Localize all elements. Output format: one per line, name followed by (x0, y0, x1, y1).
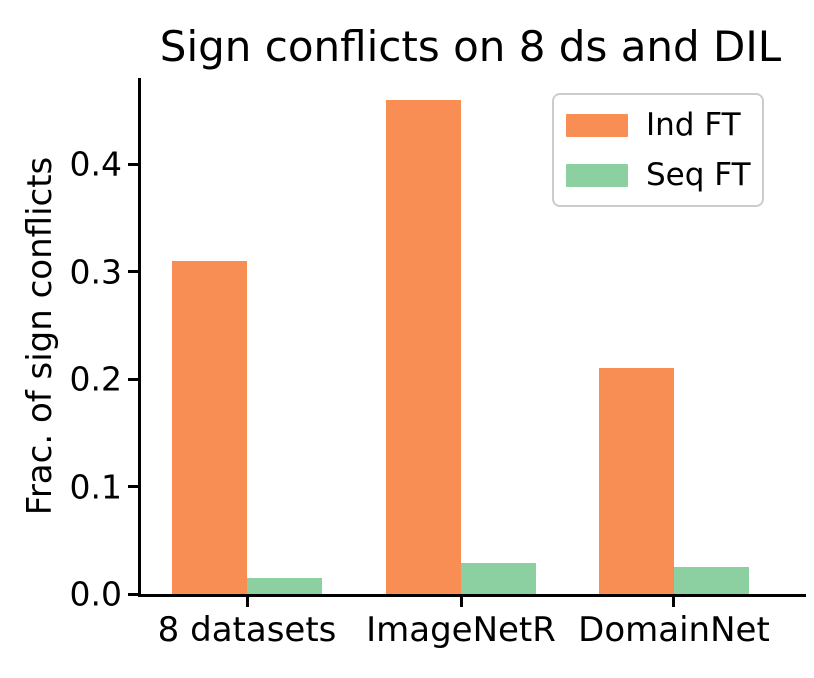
y-tick-label: 0.4 (69, 144, 122, 184)
legend-label-ind-ft: Ind FT (646, 107, 741, 143)
plot-area: 0.0 0.1 0.2 0.3 0.4 8 datasets ImageNetR Domain… (70, 78, 806, 650)
legend-entry-seq-ft: Seq FT (566, 157, 751, 193)
y-tick-mark (128, 485, 138, 488)
x-tick-label-0: 8 datasets (157, 610, 337, 650)
bar-ind-ft-1 (386, 99, 461, 594)
y-tick-label: 0.0 (69, 574, 122, 614)
bar-seq-ft-0 (247, 577, 323, 594)
y-tick-mark (128, 162, 138, 166)
y-axis-spine (138, 78, 141, 597)
y-tick-label: 0.2 (69, 359, 122, 399)
y-tick-mark (128, 377, 138, 381)
y-tick-mark (128, 270, 138, 273)
x-tick-label-2: DomainNet (578, 610, 770, 650)
x-tick-label-1: ImageNetR (366, 610, 556, 650)
chart-title: Sign conflicts on 8 ds and DIL (159, 22, 782, 71)
legend-swatch-ind-ft (566, 113, 628, 137)
y-axis-label: Frac. of sign conflicts (20, 156, 60, 516)
legend-label-seq-ft: Seq FT (646, 157, 751, 193)
y-tick-mark (128, 592, 138, 596)
y-tick-label: 0.3 (69, 252, 122, 291)
bar-ind-ft-2 (599, 368, 674, 594)
x-tick-mark (459, 597, 463, 607)
x-tick-mark (245, 597, 249, 607)
x-tick-mark (672, 597, 676, 607)
y-tick-label: 0.1 (69, 467, 122, 506)
legend: Ind FT Seq FT (552, 93, 764, 207)
bar-ind-ft-0 (172, 260, 248, 594)
bar-seq-ft-2 (673, 567, 749, 594)
legend-entry-ind-ft: Ind FT (566, 107, 748, 143)
bar-seq-ft-1 (461, 562, 536, 594)
x-axis-spine (138, 594, 806, 597)
legend-swatch-seq-ft (566, 163, 628, 187)
